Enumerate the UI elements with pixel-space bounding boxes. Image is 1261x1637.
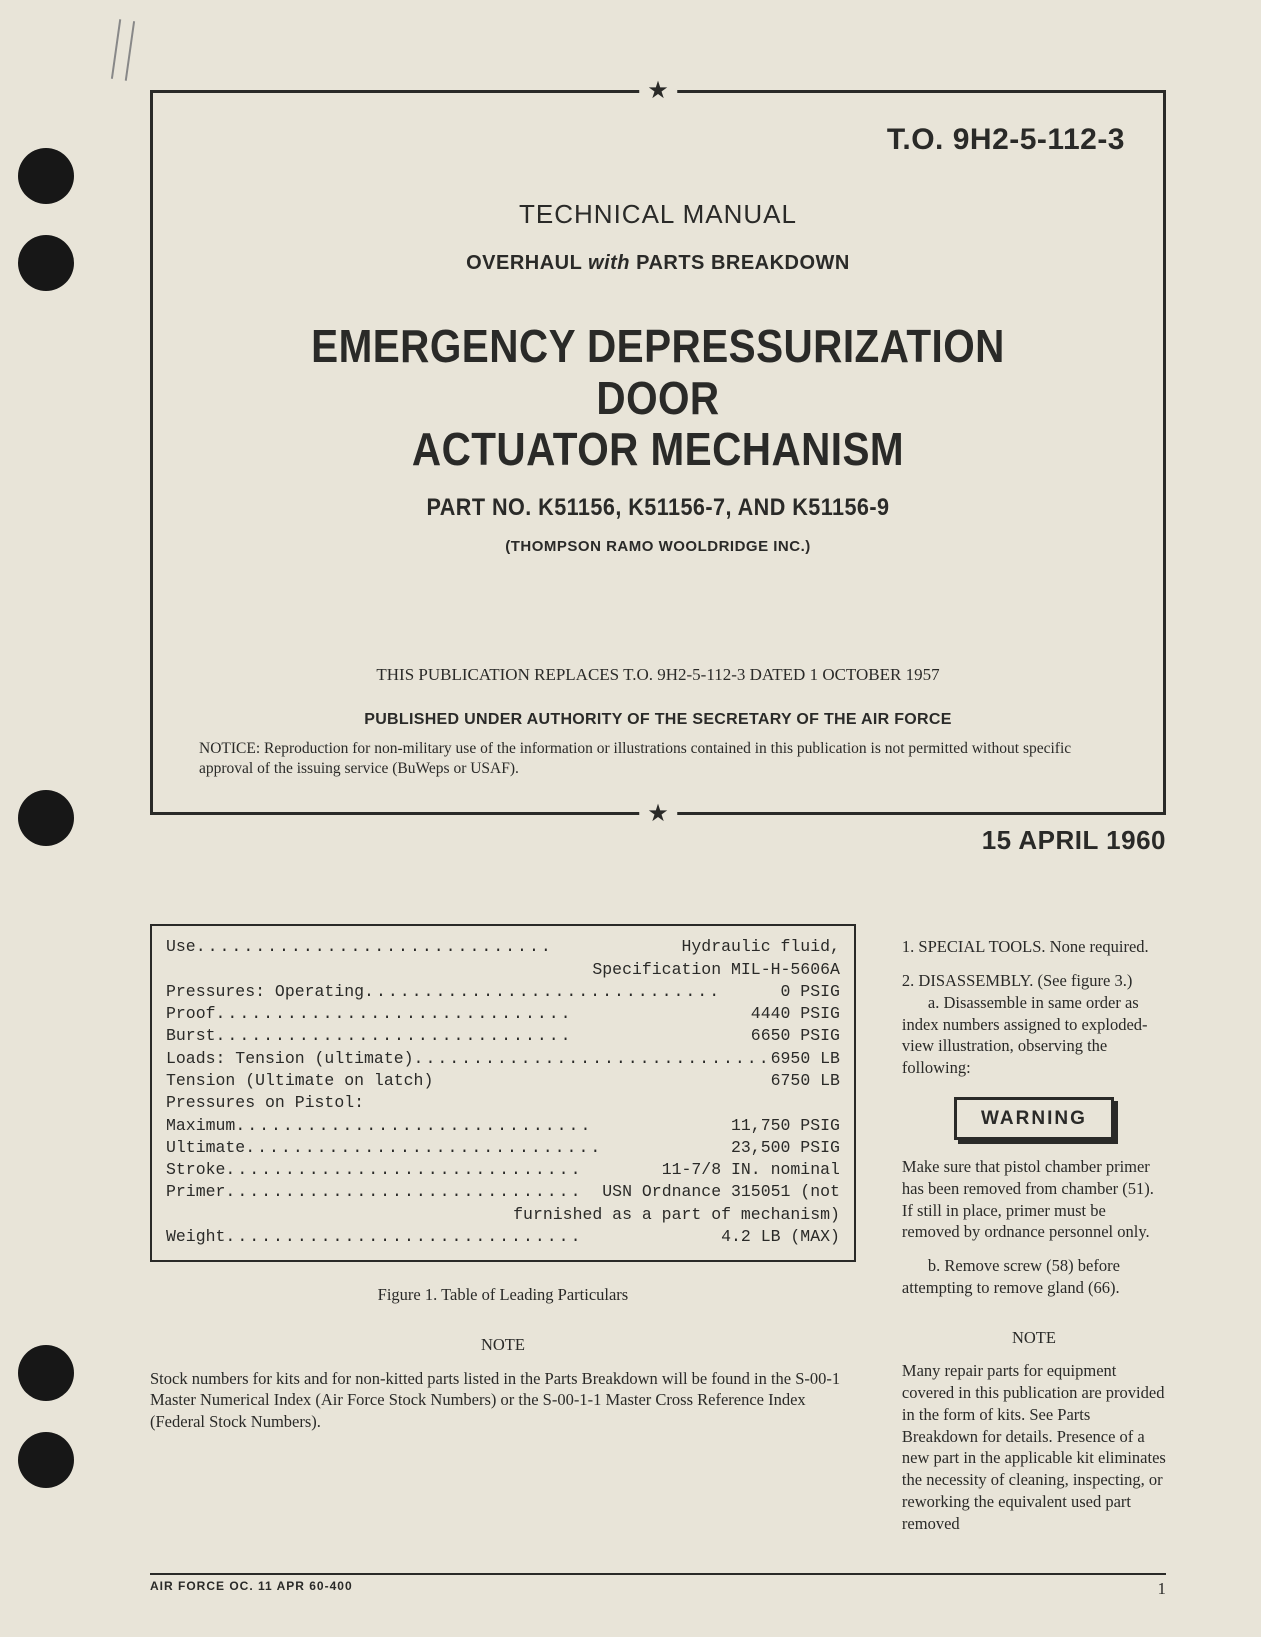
technical-manual-label: TECHNICAL MANUAL [191, 199, 1125, 230]
spec-row: Pressures: Operating ...................… [166, 981, 840, 1003]
spec-row: Maximum .............................. 1… [166, 1115, 840, 1137]
figure-1-caption: Figure 1. Table of Leading Particulars [150, 1284, 856, 1306]
document-page: ★ ★ T.O. 9H2-5-112-3 TECHNICAL MANUAL OV… [0, 0, 1261, 1637]
title-line-1: EMERGENCY DEPRESSURIZATION DOOR [247, 321, 1069, 424]
page-number: 1 [1158, 1579, 1167, 1599]
title-line-2: ACTUATOR MECHANISM [247, 424, 1069, 476]
overhaul-subtitle: OVERHAUL with PARTS BREAKDOWN [191, 252, 1125, 275]
subtitle-pre: OVERHAUL [466, 252, 588, 274]
kits-note: Many repair parts for equipment covered … [902, 1360, 1166, 1534]
warning-body: Make sure that pistol chamber primer has… [902, 1156, 1166, 1243]
stock-numbers-note: Stock numbers for kits and for non-kitte… [150, 1368, 856, 1433]
subtitle-with: with [588, 252, 630, 274]
print-info: AIR FORCE OC. 11 APR 60-400 [150, 1579, 353, 1599]
warning-wrap: WARNING [902, 1079, 1166, 1156]
note-heading-right: NOTE [902, 1327, 1166, 1349]
star-ornament-top: ★ [639, 79, 677, 103]
two-column-body: Use .............................. Hydra… [150, 924, 1166, 1534]
spec-row: Pressures on Pistol: [166, 1092, 840, 1114]
title-frame: ★ ★ T.O. 9H2-5-112-3 TECHNICAL MANUAL OV… [150, 90, 1166, 815]
star-ornament-bottom: ★ [639, 802, 677, 826]
publication-date: 15 APRIL 1960 [150, 825, 1166, 856]
note-heading: NOTE [150, 1334, 856, 1356]
page-footer: AIR FORCE OC. 11 APR 60-400 1 [150, 1573, 1166, 1599]
spec-row: Proof .............................. 444… [166, 1003, 840, 1025]
spec-row: furnished as a part of mechanism) [166, 1204, 840, 1226]
subtitle-post: PARTS BREAKDOWN [630, 252, 850, 274]
spec-row: Use .............................. Hydra… [166, 936, 840, 958]
replaces-line: THIS PUBLICATION REPLACES T.O. 9H2-5-112… [191, 665, 1125, 685]
spec-row: Stroke .............................. 11… [166, 1159, 840, 1181]
step-2a: a. Disassemble in same order as index nu… [902, 992, 1166, 1079]
main-title: EMERGENCY DEPRESSURIZATION DOOR ACTUATOR… [247, 321, 1069, 476]
spec-row: Ultimate .............................. … [166, 1137, 840, 1159]
spec-row: Specification MIL-H-5606A [166, 959, 840, 981]
warning-box: WARNING [954, 1097, 1114, 1140]
left-column: Use .............................. Hydra… [150, 924, 856, 1534]
manufacturer: (THOMPSON RAMO WOOLDRIDGE INC.) [191, 538, 1125, 555]
spec-row: Burst .............................. 665… [166, 1025, 840, 1047]
leading-particulars-table: Use .............................. Hydra… [150, 924, 856, 1262]
spec-row: Tension (Ultimate on latch) 6750 LB [166, 1070, 840, 1092]
section-1-special-tools: 1. SPECIAL TOOLS. None required. [902, 936, 1166, 958]
authority-line: PUBLISHED UNDER AUTHORITY OF THE SECRETA… [191, 711, 1125, 729]
spec-row: Primer .............................. US… [166, 1181, 840, 1203]
part-numbers: PART NO. K51156, K51156-7, AND K51156-9 [238, 494, 1079, 522]
section-2-disassembly: 2. DISASSEMBLY. (See figure 3.) [902, 970, 1166, 992]
to-number: T.O. 9H2-5-112-3 [191, 123, 1125, 157]
spec-row: Loads: Tension (ultimate) ..............… [166, 1048, 840, 1070]
right-column: 1. SPECIAL TOOLS. None required. 2. DISA… [902, 924, 1166, 1534]
step-2b: b. Remove screw (58) before attempting t… [902, 1255, 1166, 1299]
notice-text: NOTICE: Reproduction for non-military us… [191, 739, 1125, 781]
spec-row: Weight .............................. 4.… [166, 1226, 840, 1248]
